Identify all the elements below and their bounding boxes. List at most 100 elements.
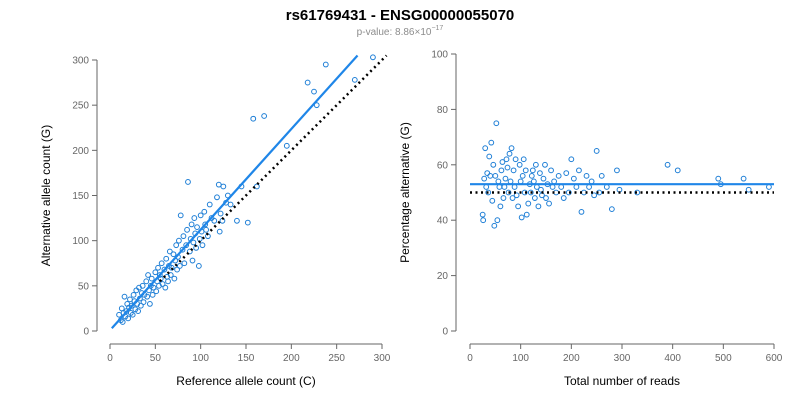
data-point — [130, 291, 137, 298]
data-point — [261, 113, 268, 119]
data-point — [194, 224, 200, 231]
data-point — [150, 284, 157, 291]
data-point — [535, 203, 542, 210]
data-point — [370, 54, 376, 61]
data-point — [181, 260, 188, 267]
data-point — [563, 170, 570, 177]
data-point — [190, 239, 197, 246]
data-point — [578, 208, 585, 215]
data-point — [153, 288, 160, 295]
data-point — [185, 179, 191, 185]
data-point — [505, 189, 512, 196]
x-tick-label: 200 — [283, 353, 300, 364]
data-point — [143, 278, 150, 285]
data-point — [491, 222, 498, 229]
data-point — [199, 242, 206, 249]
data-point — [168, 264, 175, 271]
data-point — [220, 183, 227, 190]
data-point — [176, 237, 182, 244]
data-point — [234, 217, 240, 224]
percentage-alternative-scatter: 0 100 200 300 400 500 600 0 20 40 60 80 100 Total num… — [398, 50, 783, 389]
data-point — [540, 175, 547, 182]
data-point — [149, 291, 156, 298]
data-point — [177, 212, 184, 219]
x-tick-label: 200 — [563, 353, 580, 364]
data-point — [555, 172, 562, 179]
data-point — [504, 164, 511, 171]
data-point — [179, 246, 186, 253]
data-point — [165, 278, 171, 285]
x-axis-title: Total number of reads — [564, 374, 680, 388]
data-point — [482, 145, 489, 152]
data-point — [634, 189, 641, 196]
data-point — [493, 120, 500, 127]
data-point — [140, 299, 147, 305]
data-point — [546, 200, 552, 207]
data-point — [506, 150, 513, 157]
data-point — [133, 287, 140, 294]
y-tick-label: 200 — [72, 146, 89, 157]
data-point — [509, 195, 516, 201]
data-point — [128, 302, 135, 309]
x-tick-label: 50 — [150, 353, 162, 364]
data-point — [195, 263, 202, 269]
data-point — [521, 189, 528, 196]
data-point — [486, 153, 493, 160]
data-point — [497, 203, 504, 210]
data-point — [161, 266, 168, 273]
data-point — [197, 212, 204, 219]
x-tick-label: 0 — [467, 353, 473, 364]
y-tick-label: 100 — [431, 50, 448, 61]
data-point — [489, 197, 496, 204]
data-point — [515, 203, 522, 210]
data-point — [191, 215, 198, 221]
data-point — [481, 175, 488, 182]
data-point — [311, 88, 317, 95]
x-tick-label: 0 — [107, 353, 113, 364]
data-point — [202, 221, 209, 228]
data-point — [510, 167, 517, 174]
y-tick-label: 150 — [72, 191, 89, 202]
data-point — [129, 311, 136, 318]
data-point — [206, 201, 213, 208]
y-tick-label: 0 — [442, 327, 448, 338]
data-point — [490, 161, 497, 168]
data-point — [125, 315, 132, 322]
data-point — [520, 156, 527, 163]
data-point — [250, 115, 257, 122]
data-point — [211, 217, 218, 224]
data-point — [591, 192, 598, 199]
data-point — [304, 79, 311, 86]
data-point — [528, 172, 535, 179]
data-point — [201, 208, 208, 215]
data-point — [492, 172, 499, 179]
data-point — [516, 161, 523, 168]
data-point — [173, 242, 180, 249]
chart-subtitle: p-value: 8.86×10−17 — [357, 25, 444, 38]
data-point — [214, 194, 220, 201]
data-point — [163, 255, 170, 262]
y-tick-label: 100 — [72, 236, 89, 247]
x-tick-label: 300 — [374, 353, 391, 364]
data-point — [216, 228, 223, 235]
data-point — [484, 170, 491, 177]
data-point — [608, 206, 615, 213]
data-point — [525, 200, 532, 207]
data-point — [196, 235, 203, 242]
y-tick-label: 40 — [437, 216, 449, 227]
data-point — [523, 211, 530, 218]
data-point — [203, 226, 210, 233]
data-point — [139, 282, 146, 289]
data-point — [156, 272, 163, 278]
data-point — [148, 275, 155, 282]
y-axis-title: Percentage alternative (G) — [398, 122, 412, 263]
data-point — [529, 167, 536, 174]
data-point — [565, 189, 572, 196]
y-tick-label: 0 — [83, 327, 89, 338]
data-point — [576, 167, 582, 174]
y-tick-label: 50 — [78, 281, 90, 292]
y-tick-label: 20 — [437, 271, 449, 282]
y-tick-label: 80 — [437, 105, 449, 116]
y-tick-label: 300 — [72, 56, 89, 67]
